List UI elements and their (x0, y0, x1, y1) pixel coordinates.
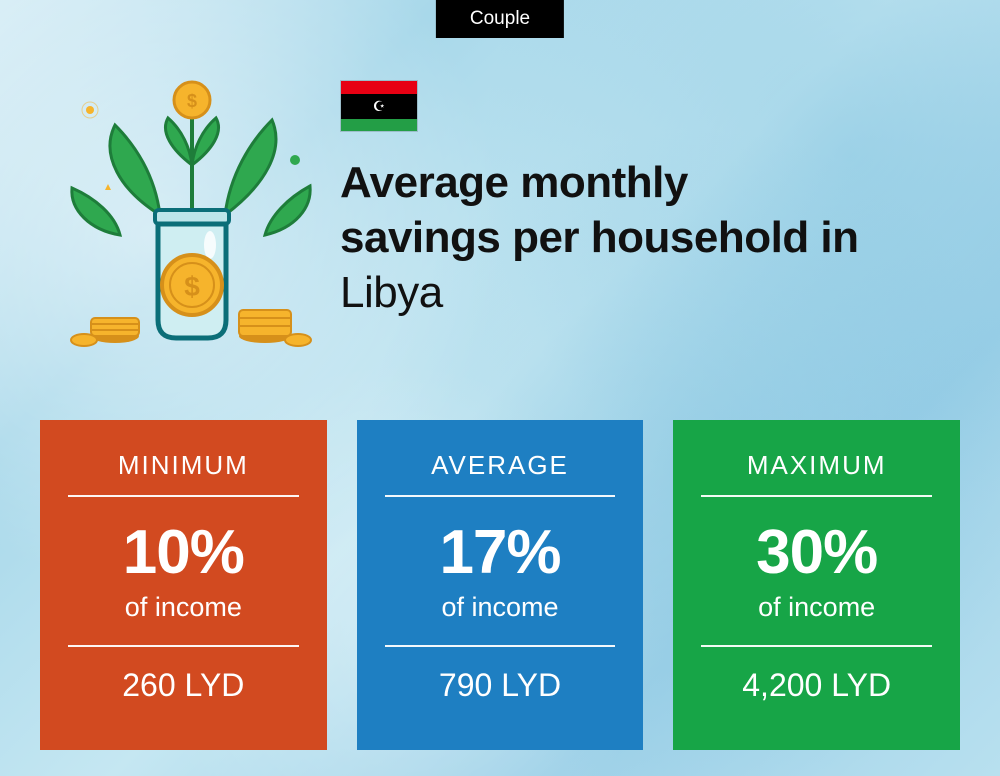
title-country: Libya (340, 268, 443, 317)
title-line-1: Average monthly (340, 158, 688, 207)
card-maximum: MAXIMUM 30% of income 4,200 LYD (673, 420, 960, 750)
card-percent: 10% (68, 517, 299, 588)
card-label: MAXIMUM (701, 450, 932, 497)
card-amount: 4,200 LYD (701, 667, 932, 704)
card-percent: 17% (385, 517, 616, 588)
card-average: AVERAGE 17% of income 790 LYD (357, 420, 644, 750)
card-label: AVERAGE (385, 450, 616, 497)
page-title: Average monthly savings per household in… (340, 155, 940, 320)
card-amount: 260 LYD (68, 667, 299, 704)
stats-cards: MINIMUM 10% of income 260 LYD AVERAGE 17… (40, 420, 960, 750)
card-amount: 790 LYD (385, 667, 616, 704)
card-subtext: of income (385, 592, 616, 647)
card-percent: 30% (701, 517, 932, 588)
country-flag-libya: ☪ (340, 80, 418, 132)
card-subtext: of income (701, 592, 932, 647)
category-badge: Couple (436, 0, 564, 38)
savings-jar-illustration: $ $ (60, 70, 320, 350)
title-line-2: savings per household in (340, 213, 859, 262)
svg-text:$: $ (187, 91, 197, 111)
card-label: MINIMUM (68, 450, 299, 497)
svg-text:$: $ (184, 271, 200, 302)
card-subtext: of income (68, 592, 299, 647)
card-minimum: MINIMUM 10% of income 260 LYD (40, 420, 327, 750)
